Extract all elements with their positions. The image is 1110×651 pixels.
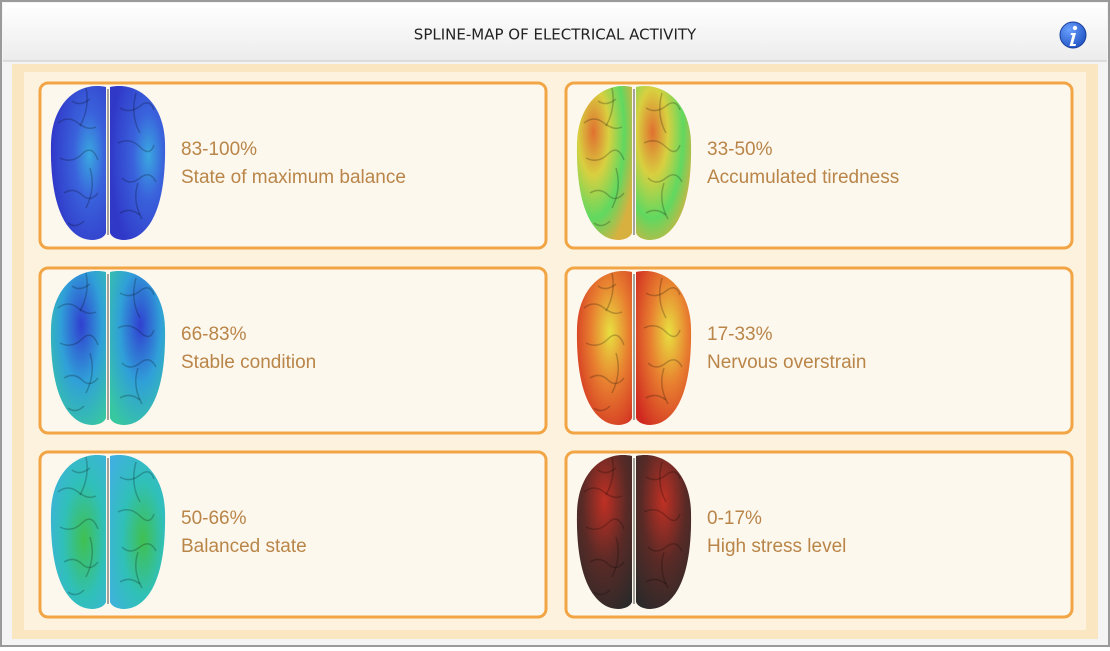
status-card: 33-50% Accumulated tiredness	[564, 81, 1074, 250]
card-box	[564, 450, 1074, 619]
card-range: 50-66%	[181, 508, 247, 529]
brain-map	[50, 455, 166, 609]
card-box	[38, 266, 548, 435]
card-box	[38, 450, 548, 619]
status-card: 0-17% High stress level	[564, 450, 1074, 619]
card-range: 0-17%	[707, 508, 762, 529]
brain-map	[50, 271, 166, 425]
card-range: 33-50%	[707, 139, 773, 160]
card-range: 66-83%	[181, 324, 247, 345]
card-label: State of maximum balance	[181, 167, 406, 188]
card-label: Stable condition	[181, 352, 316, 373]
card-label: Balanced state	[181, 536, 307, 557]
card-box	[38, 81, 548, 250]
brain-map	[576, 86, 692, 240]
brain-map	[50, 86, 166, 240]
card-label: High stress level	[707, 536, 846, 557]
info-button[interactable]	[1059, 21, 1087, 49]
brain-map	[576, 455, 692, 609]
card-box	[564, 81, 1074, 250]
card-range: 17-33%	[707, 324, 773, 345]
header-title: SPLINE-MAP OF ELECTRICAL ACTIVITY	[414, 26, 697, 44]
header-bar	[3, 3, 1107, 61]
status-card: 83-100% State of maximum balance	[38, 81, 548, 250]
status-card: 17-33% Nervous overstrain	[564, 266, 1074, 435]
status-card: 66-83% Stable condition	[38, 266, 548, 435]
card-box	[564, 266, 1074, 435]
card-range: 83-100%	[181, 139, 257, 160]
card-label: Accumulated tiredness	[707, 167, 899, 188]
status-card: 50-66% Balanced state	[38, 450, 548, 619]
brain-map	[576, 271, 692, 425]
card-label: Nervous overstrain	[707, 352, 866, 373]
cards: 83-100% State of maximum balance 33-50% Acc…	[38, 81, 1074, 619]
